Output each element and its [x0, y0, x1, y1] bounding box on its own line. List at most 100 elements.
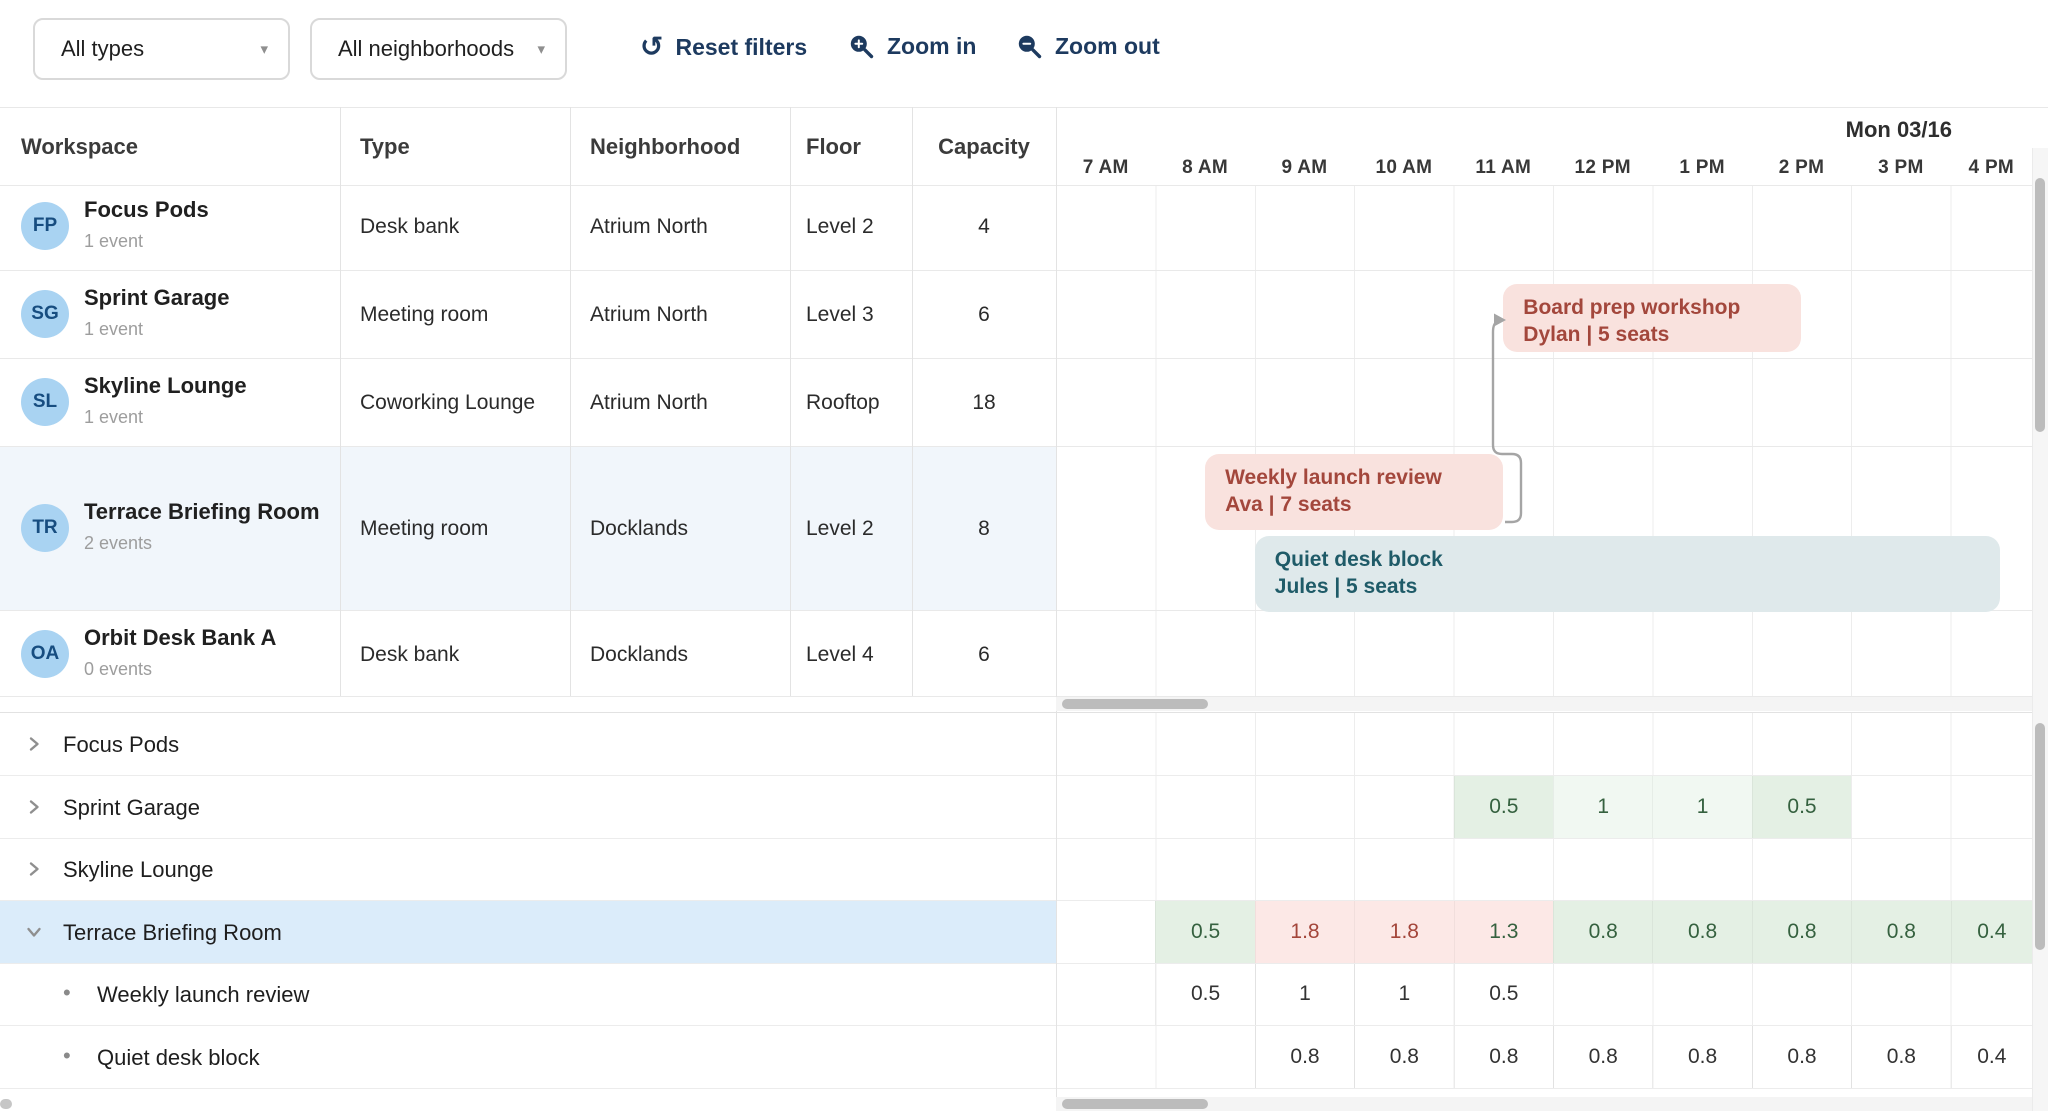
cell-neighborhood: Atrium North	[590, 303, 708, 326]
bullet-icon: •	[63, 980, 71, 1005]
cell-type: Desk bank	[360, 215, 460, 238]
selected-group-highlight	[0, 900, 1056, 963]
zoom-in-label: Zoom in	[887, 33, 977, 59]
utilization-cell: 0.8	[1652, 900, 1752, 963]
separator-line	[0, 358, 2032, 359]
workspace-name-block: Skyline Lounge 1 event	[84, 372, 247, 428]
utilization-event-row[interactable]: • Quiet desk block	[0, 1026, 1056, 1089]
hour-label: 1 PM	[1679, 157, 1725, 178]
column-header-neighborhood: Neighborhood	[590, 134, 741, 159]
utilization-cell: 1	[1254, 963, 1354, 1026]
cell-type: Coworking Lounge	[360, 391, 536, 414]
utilization-cell: 0.8	[1652, 1025, 1751, 1088]
cell-type: Desk bank	[360, 643, 460, 666]
utilization-group-row[interactable]: Focus Pods	[0, 713, 1056, 776]
utilization-cell: 0.8	[1254, 1025, 1354, 1088]
hour-label: 12 PM	[1574, 157, 1631, 178]
type-filter-value: All types	[61, 36, 145, 61]
utilization-cell: 0.8	[1751, 900, 1852, 963]
separator-line	[0, 900, 2032, 901]
utilization-event-row[interactable]: • Weekly launch review	[0, 963, 1056, 1026]
utilization-cell: 0.8	[1354, 1025, 1453, 1088]
utilization-cell: 1.8	[1254, 900, 1355, 963]
bullet-icon: •	[63, 1042, 71, 1068]
utilization-cell: 1	[1652, 775, 1752, 838]
workspace-name: Terrace Briefing Room	[84, 499, 320, 524]
hour-label: 9 AM	[1281, 157, 1328, 178]
cell-floor: Level 2	[806, 517, 874, 540]
workspace-name: Skyline Lounge	[84, 373, 247, 398]
separator-line	[0, 696, 2032, 697]
hour-label: 11 AM	[1475, 157, 1532, 178]
event-row-label: Quiet desk block	[97, 1044, 260, 1070]
vertical-scrollbar-thumb[interactable]	[2035, 723, 2045, 950]
table-row[interactable]: OA Orbit Desk Bank A 0 events Desk bank Dock…	[0, 610, 1056, 698]
utilization-group-row[interactable]: Terrace Briefing Room	[0, 901, 1056, 964]
column-divider	[912, 107, 913, 696]
workspace-event-count: 2 events	[84, 533, 153, 553]
table-row[interactable]: SL Skyline Lounge 1 event Coworking Lounge A…	[0, 358, 1056, 446]
column-header-capacity: Capacity	[938, 134, 1030, 159]
utilization-cell: 0.5	[1453, 775, 1553, 838]
event-subtitle: Jules | 5 seats	[1274, 575, 1418, 598]
type-filter-select[interactable]: All types ▾	[33, 18, 290, 80]
workspace-name: Orbit Desk Bank A	[84, 625, 277, 650]
chevron-right-icon[interactable]	[25, 860, 43, 878]
column-divider	[340, 107, 341, 696]
group-row-label: Focus Pods	[63, 732, 180, 757]
magnifier-minus-icon	[1018, 35, 1042, 59]
horizontal-scrollbar-thumb[interactable]	[0, 1099, 12, 1109]
utilization-cell: 0.8	[1851, 900, 1951, 963]
horizontal-scrollbar-track[interactable]	[1056, 1097, 2032, 1111]
column-divider	[570, 107, 571, 696]
neighborhood-filter-select[interactable]: All neighborhoods ▾	[310, 18, 567, 80]
cell-type: Meeting room	[360, 303, 489, 326]
hour-label: 8 AM	[1182, 157, 1229, 178]
reset-filters-label: Reset filters	[675, 33, 808, 60]
chevron-right-icon[interactable]	[25, 735, 43, 753]
separator-line	[0, 446, 2032, 447]
utilization-cell: 1	[1553, 775, 1653, 838]
group-row-label: Skyline Lounge	[63, 857, 214, 882]
utilization-cell: 0.4	[1950, 900, 2032, 963]
horizontal-scrollbar-thumb[interactable]	[1062, 699, 1208, 709]
utilization-cell: 1.8	[1354, 900, 1454, 963]
avatar: TR	[21, 504, 69, 552]
cell-floor: Level 4	[806, 643, 874, 666]
utilization-cell: 0.4	[1950, 1025, 2032, 1088]
utilization-group-row[interactable]: Skyline Lounge	[0, 838, 1056, 901]
workspace-name: Focus Pods	[84, 197, 209, 222]
cell-capacity: 18	[972, 391, 996, 414]
column-divider	[1056, 107, 1057, 1111]
horizontal-scrollbar-track[interactable]	[1056, 697, 2032, 711]
utilization-cell: 1	[1354, 963, 1453, 1026]
cell-neighborhood: Atrium North	[590, 215, 708, 238]
timeline-day-label: Mon 03/16	[1845, 117, 1952, 142]
horizontal-scrollbar-thumb[interactable]	[1062, 1099, 1208, 1109]
vertical-scrollbar-thumb[interactable]	[2035, 178, 2045, 432]
separator-line	[0, 107, 2048, 108]
utilization-cell: 0.8	[1553, 1025, 1652, 1088]
group-row-label: Sprint Garage	[63, 794, 200, 820]
event-bar[interactable]: Board prep workshop Dylan | 5 seats	[1503, 284, 1802, 352]
workspace-name: Sprint Garage	[84, 285, 230, 310]
event-bar[interactable]: Weekly launch review Ava | 7 seats	[1205, 454, 1504, 530]
zoom-in-button[interactable]: Zoom in	[848, 33, 976, 60]
table-row[interactable]: SG Sprint Garage 1 event Meeting room Atrium…	[0, 270, 1056, 358]
chevron-down-icon[interactable]	[25, 923, 43, 941]
utilization-cell: 0.8	[1751, 1025, 1851, 1088]
table-row[interactable]: TR Terrace Briefing Room 2 events Meeting r…	[0, 446, 1056, 610]
table-row[interactable]: FP Focus Pods 1 event Desk bank Atrium North…	[0, 182, 1056, 270]
utilization-cell: 0.8	[1851, 1025, 1950, 1088]
utilization-cell: 0.5	[1453, 963, 1553, 1026]
utilization-group-row[interactable]: Sprint Garage	[0, 776, 1056, 839]
chevron-right-icon[interactable]	[25, 798, 43, 816]
event-bar[interactable]: Quiet desk block Jules | 5 seats	[1254, 536, 2001, 612]
zoom-out-label: Zoom out	[1055, 33, 1160, 59]
zoom-out-button[interactable]: Zoom out	[1016, 33, 1160, 60]
cell-floor: Level 3	[806, 303, 874, 326]
reset-filters-button[interactable]: ↺ Reset filters	[640, 33, 807, 61]
cell-floor: Level 2	[806, 215, 874, 238]
cell-neighborhood: Docklands	[590, 517, 689, 540]
event-title: Board prep workshop	[1523, 296, 1741, 319]
